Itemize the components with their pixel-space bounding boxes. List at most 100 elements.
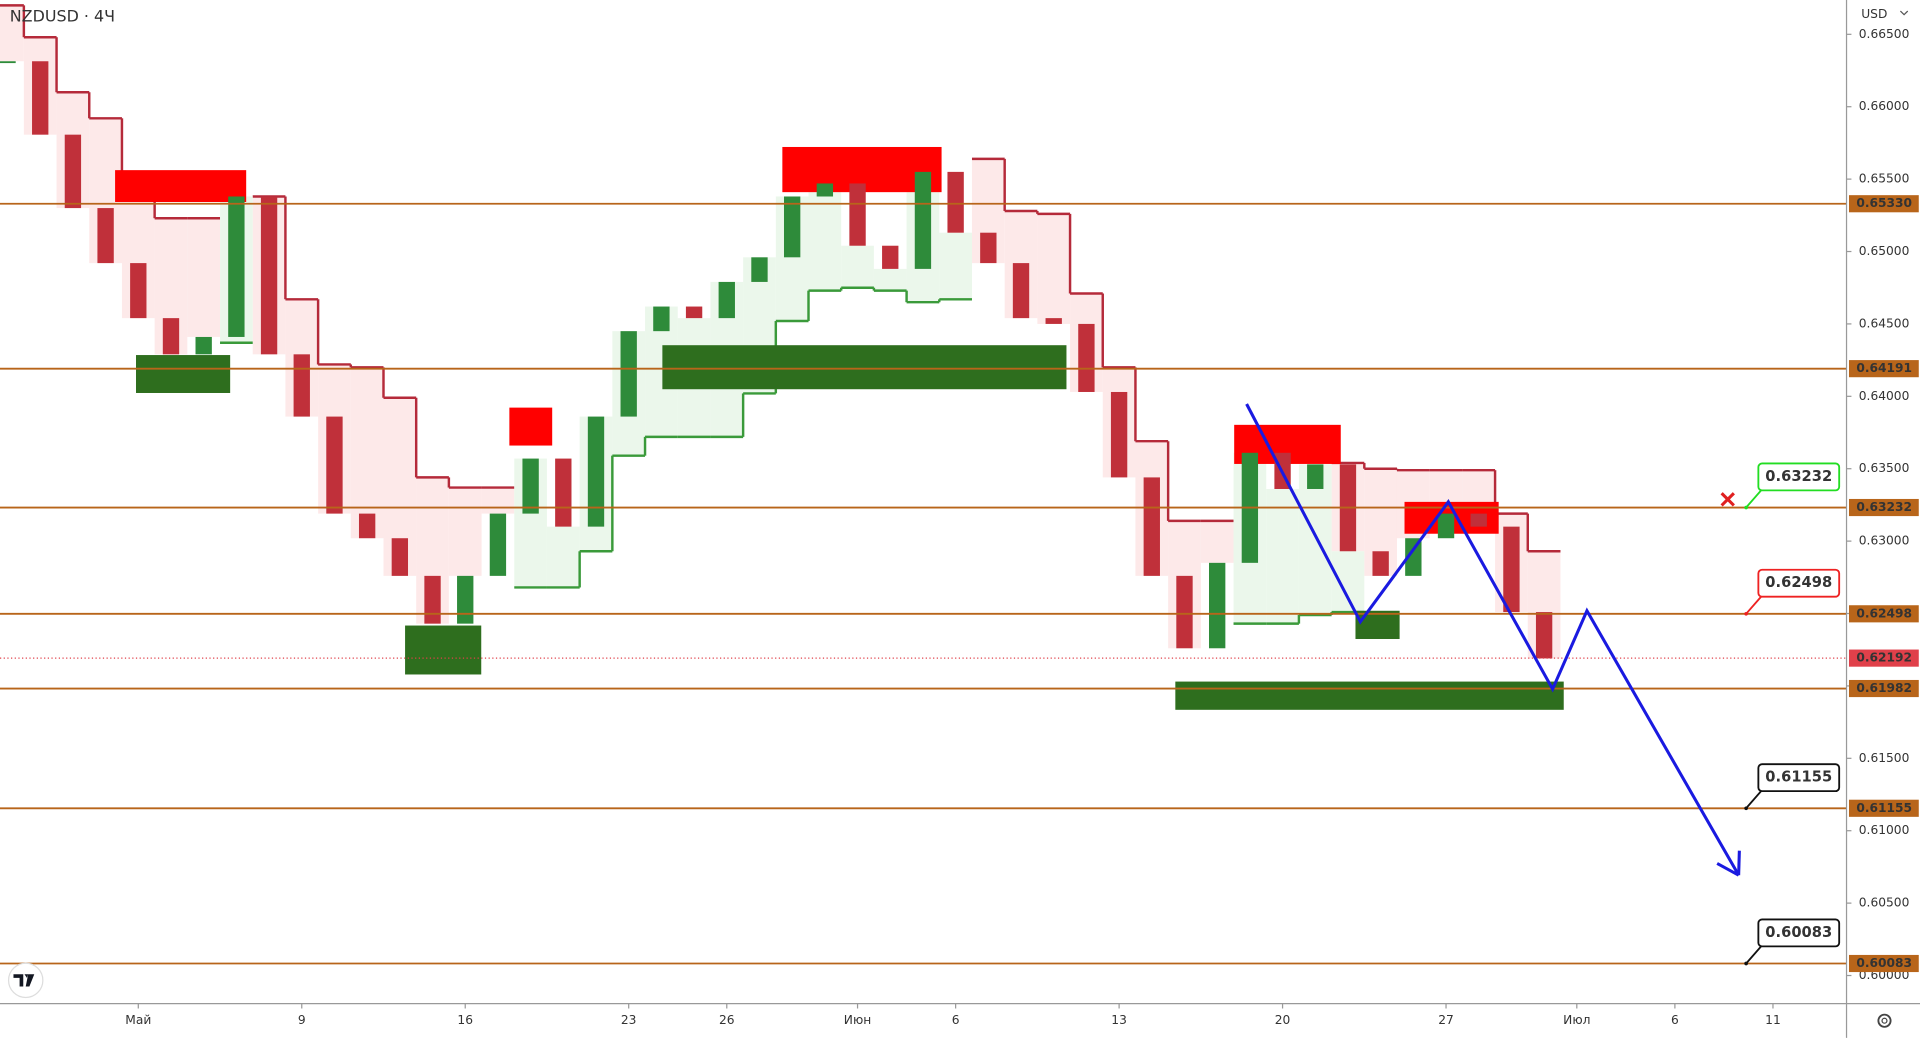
candle [64,134,82,209]
candle [260,196,278,355]
x-marker [1720,492,1735,507]
annotation-box [1757,763,1841,793]
demand-zone [1355,610,1400,640]
demand-zone [662,345,1067,390]
level-label-box [1848,195,1919,213]
candle [1307,464,1324,489]
candle [620,331,637,417]
support-shade [1331,551,1365,613]
resistance-shade [350,367,384,539]
candle [1110,391,1128,478]
y-tick-label: 0.66000 [1859,99,1910,113]
projection-arrowhead [1737,850,1741,876]
y-tick-label: 0.65500 [1859,172,1910,186]
candle [718,281,735,319]
y-tick-label: 0.63000 [1859,534,1910,548]
candle [1045,318,1062,324]
candle [489,513,507,576]
demand-zone [136,355,231,393]
candle [1143,477,1160,576]
candle [1372,551,1389,576]
x-tick-label: 27 [1438,1013,1454,1027]
x-tick-label: 11 [1765,1013,1781,1027]
candle [1078,323,1095,392]
tradingview-logo [7,962,44,999]
annotation-label: 0.63232 [1765,468,1832,485]
annotation-anchor [1744,505,1748,510]
candle [522,458,539,514]
supply-zone [509,407,553,446]
resistance-shade [448,487,482,576]
resistance-shade [481,487,515,514]
projection-arrowhead [1716,862,1740,877]
annotation-anchor [1744,806,1748,811]
level-label-box [1848,360,1919,378]
x-tick-label: 16 [457,1013,473,1027]
candle [783,196,801,258]
candle [228,196,245,337]
annotation-anchor [1744,961,1748,966]
y-tick-label: 0.64000 [1859,389,1910,403]
candle [947,171,964,233]
candle [685,306,703,319]
level-label: 0.60083 [1856,956,1912,970]
currency-dropdown-icon[interactable] [1899,10,1909,16]
annotation-label: 0.61155 [1765,769,1832,786]
annotation-label: 0.62498 [1765,574,1832,591]
candle [653,306,670,332]
annotation-box [1757,568,1841,598]
x-tick-label: Июн [844,1013,871,1027]
annotation-label: 0.60083 [1765,924,1832,941]
y-tick-label: 0.66500 [1859,27,1910,41]
candle [1470,513,1487,527]
level-label: 0.63232 [1856,500,1912,514]
candle [1405,538,1422,576]
candle [980,232,997,264]
resistance-shade [187,218,221,337]
resistance-shade [1200,520,1234,563]
supply-zone [115,170,247,202]
annotation-anchor [1744,611,1748,616]
candle [293,354,310,417]
plot-area: 0.63232 0.62498 0.61155 0.60083 [0,4,1847,966]
x-tick-label: 20 [1275,1013,1291,1027]
y-tick-label: 0.61500 [1859,751,1910,765]
candle [195,336,212,355]
level-label-box [1848,605,1919,623]
candle [751,257,768,282]
annotation-box [1757,462,1841,492]
last-price-box [1848,649,1919,667]
support-shade [939,232,972,300]
resistance-shade [0,5,24,62]
x-tick-label: 6 [1671,1013,1679,1027]
candle [358,513,376,539]
candle [587,416,605,527]
candle [162,318,180,355]
currency-label: USD [1861,7,1887,21]
x-tick-label: Май [125,1013,151,1027]
y-tick-label: 0.60500 [1859,896,1910,910]
level-label-box [1848,799,1919,817]
y-tick-label: 0.63500 [1859,461,1910,475]
x-tick-label: 13 [1111,1013,1127,1027]
symbol-label: NZDUSD · 4Ч [10,7,115,26]
x-tick-label: 23 [621,1013,637,1027]
demand-zone [1175,681,1564,710]
level-label: 0.61155 [1856,801,1912,815]
candle [0,61,16,64]
support-shade [546,526,580,588]
x-tick-label: Июл [1563,1013,1590,1027]
candle [1209,562,1226,649]
settings-icon[interactable] [1877,1013,1892,1028]
support-shade [808,183,842,291]
x-tick-label: 26 [719,1013,735,1027]
support-shade [873,268,907,291]
candle [391,538,409,576]
candle [424,575,441,624]
level-label-box [1848,954,1919,973]
candle [130,263,147,319]
candle [1437,513,1455,539]
